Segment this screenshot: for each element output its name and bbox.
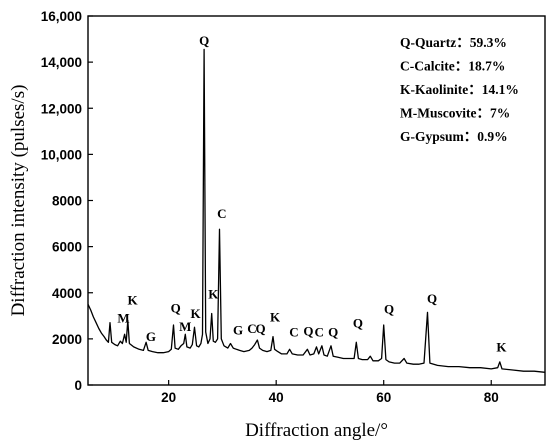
data-layer xyxy=(87,48,546,373)
y-tick-label: 0 xyxy=(74,378,82,393)
peak-label-K: K xyxy=(190,306,201,321)
peak-label-K: K xyxy=(496,340,507,355)
x-tick-label: 80 xyxy=(484,390,499,405)
peak-label-G: G xyxy=(233,322,243,337)
peak-label-G: G xyxy=(146,329,156,344)
peak-label-Q: Q xyxy=(199,33,209,48)
peak-label-M: M xyxy=(117,311,129,326)
peak-label-C: C xyxy=(217,206,226,221)
y-tick-label: 6000 xyxy=(52,240,82,255)
legend: Q-Quartz：59.3% C-Calcite：18.7% K-Kaolinite… xyxy=(400,35,519,144)
peak-label-Q: Q xyxy=(303,323,313,338)
series-line-0 xyxy=(87,48,546,373)
legend-entry: K-Kaolinite：14.1% xyxy=(400,82,519,97)
y-tick-label: 10,000 xyxy=(41,147,82,162)
y-tick-label: 2000 xyxy=(52,332,82,347)
y-tick-label: 14,000 xyxy=(41,55,82,70)
x-tick-label: 60 xyxy=(376,390,391,405)
peak-label-Q: Q xyxy=(256,321,266,336)
legend-entry: Q-Quartz：59.3% xyxy=(400,35,507,50)
x-axis-title: Diffraction angle/° xyxy=(245,420,388,441)
peak-label-M: M xyxy=(179,319,191,334)
peak-label-C: C xyxy=(289,325,298,340)
legend-entry: M-Muscovite：7% xyxy=(400,106,510,121)
y-axis-title: Diffraction intensity (pulses/s) xyxy=(8,85,29,317)
y-tick-label: 12,000 xyxy=(41,101,82,116)
peak-label-C: C xyxy=(314,325,323,340)
y-tick-label: 4000 xyxy=(52,286,82,301)
axes: 0 2000 4000 6000 8000 10,000 12,000 14,000 16,00… xyxy=(41,9,546,405)
x-tick-label: 40 xyxy=(269,390,284,405)
x-tick-label: 20 xyxy=(161,390,176,405)
peak-label-K: K xyxy=(208,287,219,302)
y-tick-label: 8000 xyxy=(52,194,82,209)
legend-entry: C-Calcite：18.7% xyxy=(400,59,505,74)
legend-entry: G-Gypsum：0.9% xyxy=(400,129,508,144)
y-tick-label: 16,000 xyxy=(41,9,82,24)
peak-label-K: K xyxy=(128,292,139,307)
peak-label-Q: Q xyxy=(353,315,363,330)
peak-label-Q: Q xyxy=(171,300,181,315)
peak-label-C: C xyxy=(247,321,256,336)
peak-label-Q: Q xyxy=(328,325,338,340)
peak-label-K: K xyxy=(270,310,281,325)
peak-label-Q: Q xyxy=(384,302,394,317)
peak-label-Q: Q xyxy=(427,291,437,306)
